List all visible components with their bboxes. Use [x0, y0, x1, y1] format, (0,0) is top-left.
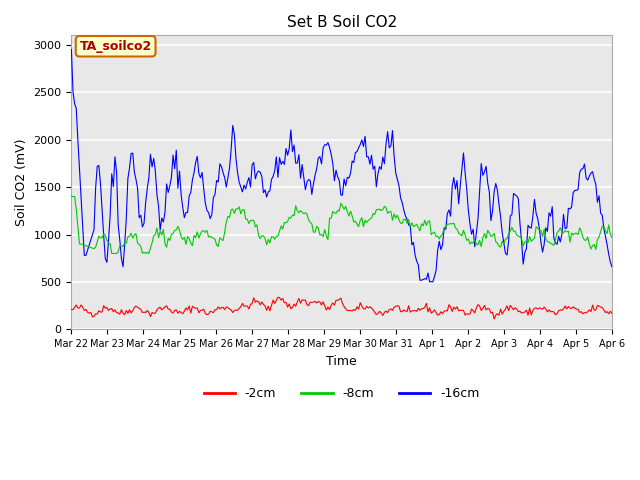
Legend: -2cm, -8cm, -16cm: -2cm, -8cm, -16cm	[198, 383, 484, 406]
Title: Set B Soil CO2: Set B Soil CO2	[287, 15, 397, 30]
Y-axis label: Soil CO2 (mV): Soil CO2 (mV)	[15, 139, 28, 226]
Text: TA_soilco2: TA_soilco2	[79, 40, 152, 53]
X-axis label: Time: Time	[326, 355, 357, 368]
